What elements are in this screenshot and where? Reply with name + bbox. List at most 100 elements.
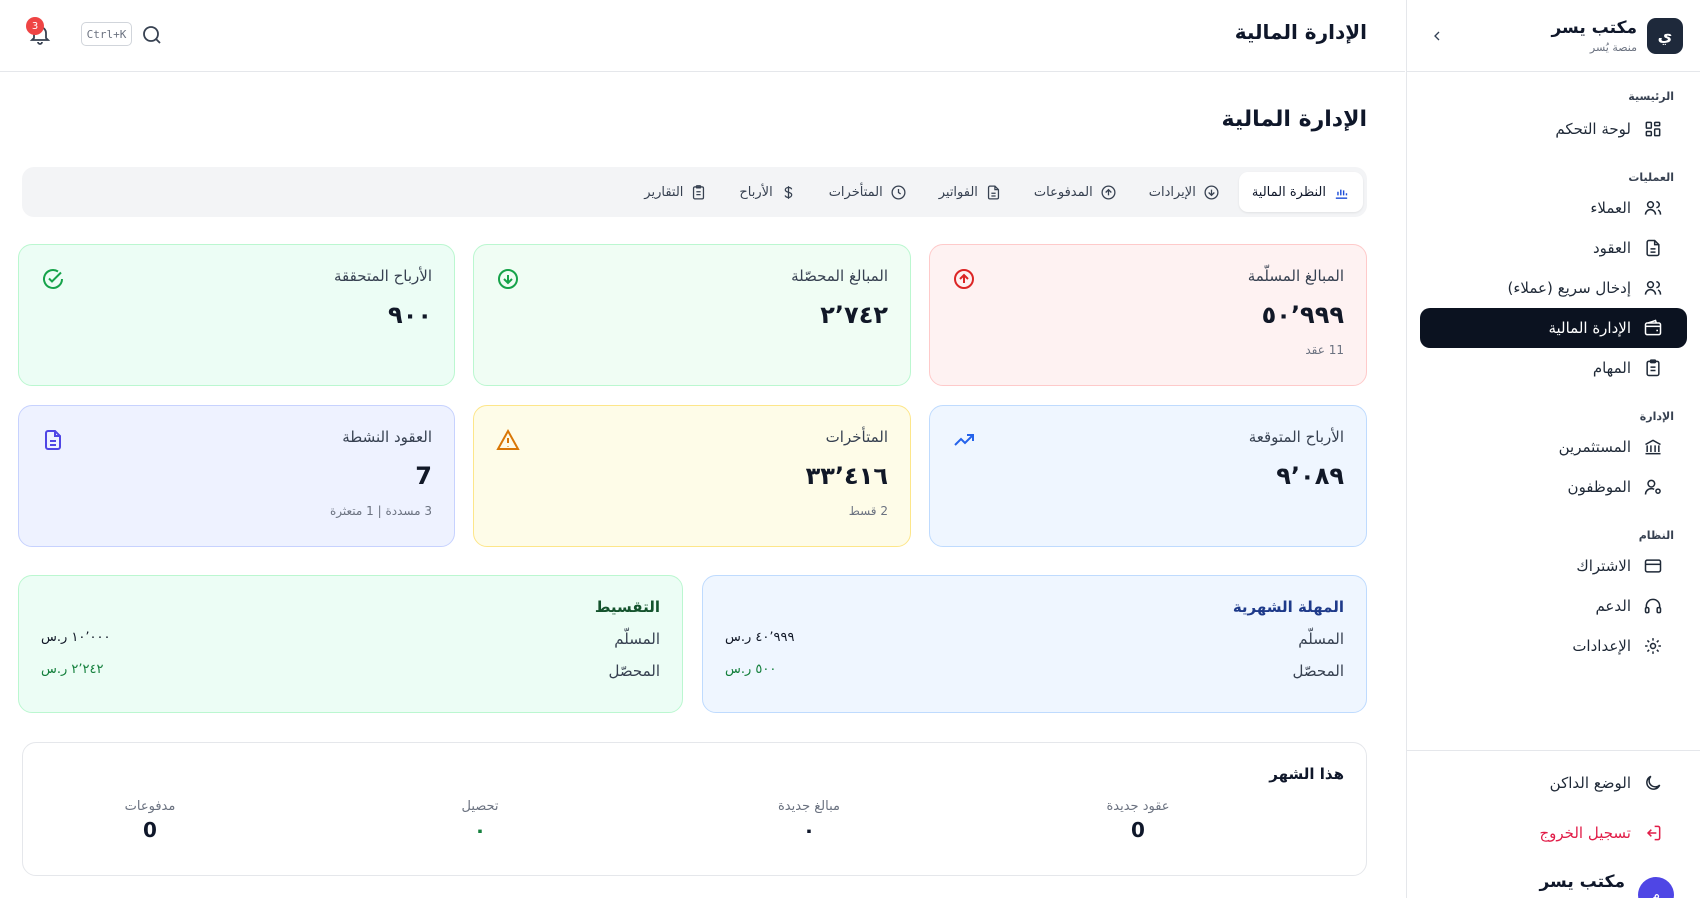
stat-value: ٠ [473, 818, 487, 842]
search-icon[interactable] [140, 23, 164, 47]
top-header: الإدارة المالية Ctrl+K 3 [0, 0, 1405, 72]
file-text-icon [987, 184, 1000, 200]
card-title: العقود النشطة [342, 428, 432, 446]
sidebar-item-label: العملاء [1590, 199, 1631, 217]
sidebar-item-employees[interactable]: الموظفون [1420, 467, 1687, 507]
search-shortcut[interactable]: Ctrl+K [81, 22, 132, 46]
notification-badge: 3 [26, 17, 44, 35]
chevron-left-icon [1434, 31, 1440, 41]
headphones-icon [1644, 598, 1662, 614]
installment-panel: التقسيط المسلّم ١٠٬٠٠٠ ر.س المحصّل ٢٬٢٤٢… [18, 575, 683, 713]
main-content: الإدارة المالية النظرة المالية الإيرادات… [0, 73, 1405, 898]
tab-label: المتأخرات [828, 184, 883, 200]
sidebar-item-clients[interactable]: العملاء [1420, 188, 1687, 228]
tab-revenues[interactable]: الإيرادات [1136, 172, 1233, 212]
avatar[interactable]: م [1638, 877, 1674, 898]
tab-reports[interactable]: التقارير [631, 172, 720, 212]
clipboard-icon [1646, 359, 1660, 377]
card-subtitle: 3 مسددة | 1 متعثرة [329, 504, 432, 518]
user-cog-icon [1644, 479, 1661, 495]
collapse-sidebar-button[interactable] [1427, 26, 1447, 46]
logout-button[interactable]: تسجيل الخروج [1419, 813, 1687, 853]
users-icon [1644, 281, 1662, 295]
page-title: الإدارة المالية [1221, 107, 1367, 132]
stat-value: ٠ [802, 818, 816, 842]
trending-up-icon [954, 434, 974, 446]
card-value: 7 [415, 462, 432, 490]
arrow-up-circle-icon [954, 269, 974, 289]
gear-icon [1645, 638, 1661, 654]
tab-invoices[interactable]: الفواتير [926, 172, 1015, 212]
tab-label: الأرباح [739, 184, 773, 200]
stat-value: 0 [1131, 818, 1145, 842]
stat-label: مدفوعات [124, 799, 176, 814]
overdue-card: المتأخرات ٣٣٬٤١٦ 2 قسط [473, 405, 911, 547]
card-value: ٣٣٬٤١٦ [805, 462, 888, 490]
stat-new-contracts: عقود جديدة 0 [1068, 799, 1208, 842]
sidebar-item-investors[interactable]: المستثمرين [1420, 427, 1687, 467]
sidebar-group-operations: العمليات [1628, 171, 1674, 184]
stat-payments: مدفوعات 0 [80, 799, 220, 842]
credit-card-icon [1644, 559, 1662, 573]
this-month-panel: هذا الشهر عقود جديدة 0 مبالغ جديدة ٠ تحص… [22, 742, 1367, 876]
arrow-down-circle-icon [1204, 184, 1219, 200]
sidebar-item-subscription[interactable]: الاشتراك [1420, 546, 1687, 586]
panel-title: التقسيط [594, 598, 660, 616]
sidebar-item-settings[interactable]: الإعدادات [1420, 626, 1687, 666]
sidebar-item-support[interactable]: الدعم [1420, 586, 1687, 626]
tab-label: التقارير [644, 184, 684, 200]
arrow-down-circle-icon [498, 269, 518, 289]
delivered-row: المسلّم ١٠٬٠٠٠ ر.س [41, 630, 660, 648]
tab-payments[interactable]: المدفوعات [1021, 172, 1130, 212]
logout-icon [1646, 825, 1661, 841]
card-value: ٩٬٠٨٩ [1276, 462, 1344, 490]
realized-profits-card: الأرباح المتحققة ٩٠٠ [18, 244, 455, 386]
panel-title: المهلة الشهرية [1232, 598, 1344, 616]
sidebar-item-finance[interactable]: الإدارة المالية [1420, 308, 1687, 348]
row-value: ١٠٬٠٠٠ ر.س [41, 630, 111, 645]
dark-mode-toggle[interactable]: الوضع الداكن [1419, 763, 1687, 803]
expected-profits-card: الأرباح المتوقعة ٩٬٠٨٩ [929, 405, 1367, 547]
sidebar-item-contracts[interactable]: العقود [1420, 228, 1687, 268]
sidebar-item-label: العقود [1593, 239, 1631, 257]
sidebar-item-tasks[interactable]: المهام [1420, 348, 1687, 388]
row-label: المحصّل [608, 662, 660, 680]
sidebar-item-dashboard[interactable]: لوحة التحكم [1420, 109, 1687, 149]
dollar-icon [784, 185, 793, 199]
sidebar: ي مكتب يسر منصة يُسر الرئيسية لوحة التحك… [1406, 0, 1700, 898]
users-icon [1644, 201, 1662, 215]
moon-icon [1646, 775, 1661, 790]
delivered-row: المسلّم ٤٠٬٩٩٩ ر.س [725, 630, 1344, 648]
collected-row: المحصّل ٥٠٠ ر.س [725, 662, 1344, 680]
row-label: المسلّم [1298, 630, 1344, 648]
card-title: المبالغ المحصّلة [791, 267, 888, 285]
monthly-grace-panel: المهلة الشهرية المسلّم ٤٠٬٩٩٩ ر.س المحصّ… [702, 575, 1367, 713]
sidebar-item-label: الإعدادات [1572, 637, 1631, 655]
clock-icon [891, 184, 906, 200]
row-value: ٥٠٠ ر.س [725, 662, 777, 677]
stat-label: مبالغ جديدة [778, 799, 840, 814]
tab-profits[interactable]: الأرباح [726, 172, 809, 212]
sidebar-item-label: الموظفون [1567, 478, 1631, 496]
tab-overdue[interactable]: المتأخرات [816, 172, 920, 212]
card-subtitle: 11 عقد [1305, 343, 1344, 357]
user-name: مكتب يسر [1539, 872, 1625, 892]
brand: مكتب يسر منصة يُسر [1551, 18, 1637, 54]
tab-label: الإيرادات [1148, 184, 1196, 200]
card-value: ٢٬٧٤٢ [820, 301, 888, 329]
sidebar-item-label: المستثمرين [1558, 438, 1631, 456]
tab-overview[interactable]: النظرة المالية [1238, 172, 1363, 212]
check-circle-icon [43, 269, 63, 289]
brand-name: مكتب يسر [1551, 17, 1637, 38]
sidebar-header: ي مكتب يسر منصة يُسر [1407, 0, 1700, 72]
card-value: ٥٠٬٩٩٩ [1261, 301, 1344, 329]
app-logo: ي [1647, 17, 1683, 54]
stat-collection: تحصيل ٠ [410, 799, 550, 842]
tab-label: الفواتير [938, 184, 978, 200]
collected-row: المحصّل ٢٬٢٤٢ ر.س [41, 662, 660, 680]
sidebar-item-quick-entry[interactable]: إدخال سريع (عملاء) [1420, 268, 1687, 308]
clipboard-icon [693, 184, 705, 200]
header-title: الإدارة المالية [1234, 20, 1367, 44]
bank-icon [1645, 439, 1661, 455]
sidebar-item-label: الدعم [1595, 597, 1631, 615]
